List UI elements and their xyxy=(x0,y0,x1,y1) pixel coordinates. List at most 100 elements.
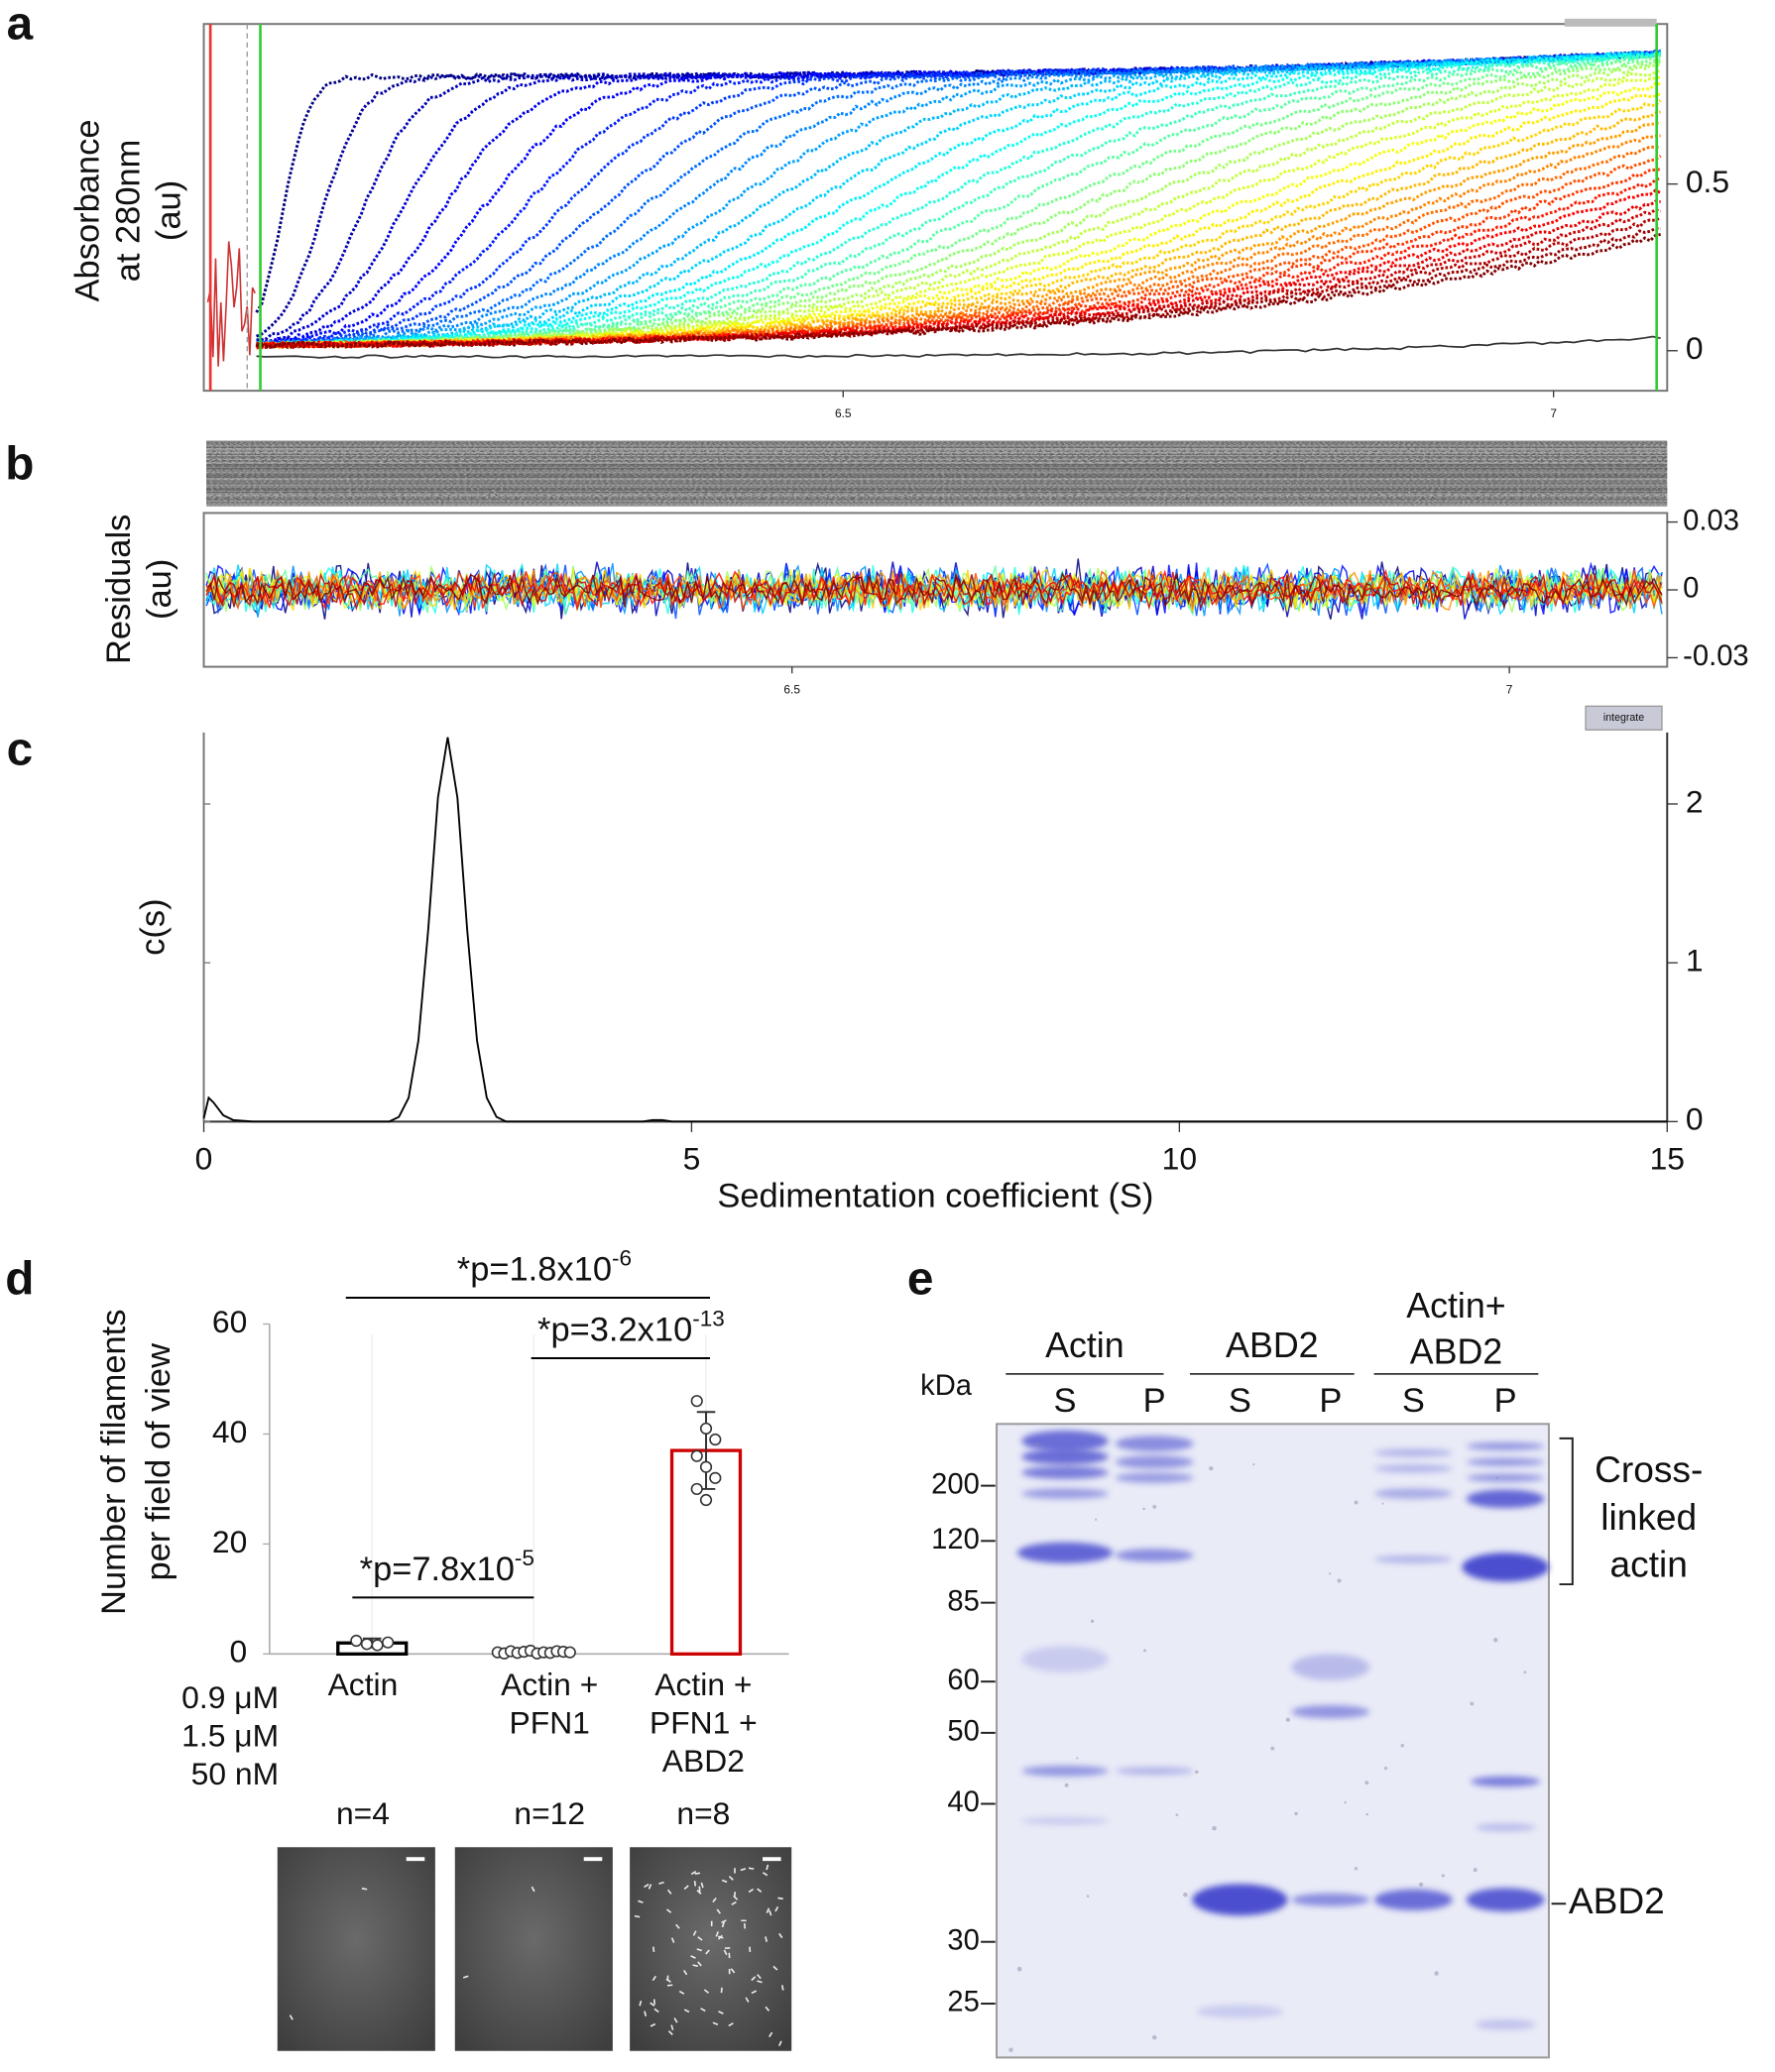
gel-band xyxy=(1116,1472,1194,1483)
lane-group-label: Actin+ xyxy=(1406,1286,1506,1325)
filament xyxy=(693,1965,698,1966)
p-value: *p=7.8x10 xyxy=(360,1551,515,1588)
gel-band xyxy=(1021,1488,1109,1499)
gel-speck xyxy=(1384,1767,1387,1770)
data-point xyxy=(372,1640,383,1651)
x-axis-label: Sedimentation coefficient (S) xyxy=(717,1177,1153,1214)
p-exponent: -6 xyxy=(612,1246,632,1271)
data-point xyxy=(362,1639,373,1650)
y-tick-label: 2 xyxy=(1686,783,1704,819)
y-axis-label: per field of view xyxy=(140,1343,178,1581)
gel-speck xyxy=(1091,1620,1094,1623)
x-tick-label: 6.5 xyxy=(835,406,852,420)
gel-band xyxy=(1021,1431,1109,1451)
gel-speck xyxy=(1176,1813,1179,1816)
gel-band xyxy=(1471,1777,1540,1787)
gel-speck xyxy=(1270,1747,1274,1751)
data-point xyxy=(691,1450,702,1461)
gel-speck xyxy=(1087,1895,1090,1898)
lane-label: S xyxy=(1402,1382,1425,1420)
y-axis-label: Number of filaments xyxy=(95,1310,133,1615)
x-tick-label: 5 xyxy=(683,1141,701,1177)
gel-band xyxy=(1467,1888,1545,1911)
gel-speck xyxy=(1183,1893,1188,1898)
marker-label: 50 xyxy=(947,1716,979,1748)
gel-speck xyxy=(1142,1508,1145,1511)
y-tick-label: 0.5 xyxy=(1686,164,1729,199)
x-tick-label: 6.5 xyxy=(783,683,800,697)
n-label: n=4 xyxy=(336,1795,390,1831)
data-point xyxy=(351,1636,362,1647)
y-tick-label: 40 xyxy=(212,1414,247,1449)
x-tick-label: PFN1 xyxy=(510,1704,590,1740)
gel-speck xyxy=(1095,1519,1097,1521)
gel-band xyxy=(1374,1890,1453,1910)
p-exponent: -13 xyxy=(692,1307,725,1331)
data-point xyxy=(701,1461,712,1472)
gel-band xyxy=(1197,2005,1284,2017)
gel-speck xyxy=(1493,1638,1497,1642)
data-point xyxy=(383,1637,394,1648)
gel-image xyxy=(997,1424,1549,2057)
x-tick-label: Actin + xyxy=(501,1667,598,1702)
panel-letter: d xyxy=(5,1253,34,1306)
lane-group-label: ABD2 xyxy=(1410,1331,1503,1371)
gel-speck xyxy=(1434,1971,1439,1976)
unit-label: kDa xyxy=(920,1370,973,1402)
gel-band xyxy=(1291,1654,1369,1680)
x-tick-label: PFN1 + xyxy=(650,1704,758,1740)
y-tick-label: 60 xyxy=(212,1304,247,1339)
filament xyxy=(695,1881,696,1886)
gel-band xyxy=(1476,2019,1536,2030)
gel-speck xyxy=(1470,1702,1474,1706)
gel-band xyxy=(1021,1646,1109,1672)
data-point xyxy=(701,1495,712,1506)
marker-label: 85 xyxy=(947,1585,979,1617)
lane-label: S xyxy=(1054,1382,1077,1420)
x-tick-label: Actin xyxy=(328,1667,399,1702)
gel-band xyxy=(1374,1488,1453,1499)
gel-speck xyxy=(1355,1867,1358,1870)
y-tick-label: 20 xyxy=(212,1524,247,1559)
p-value: *p=1.8x10 xyxy=(457,1251,612,1289)
gel-band xyxy=(1467,1474,1545,1482)
y-axis-label: at 280nm xyxy=(109,140,147,283)
gel-speck xyxy=(1523,1670,1526,1673)
gel-speck xyxy=(1209,1466,1213,1470)
y-axis-label: Residuals xyxy=(100,515,138,664)
gel-speck xyxy=(1286,1718,1290,1722)
condition-label: 1.5 μM xyxy=(181,1718,279,1754)
x-tick-label: 0 xyxy=(195,1141,213,1177)
condition-label: 50 nM xyxy=(191,1756,279,1791)
filament xyxy=(721,1988,722,1993)
button-label: integrate xyxy=(1603,712,1644,724)
lane-label: S xyxy=(1229,1382,1251,1420)
y-tick-label: -0.03 xyxy=(1683,640,1748,672)
micrograph xyxy=(278,1847,435,2051)
marker-label: 200 xyxy=(931,1468,980,1500)
data-point xyxy=(691,1484,702,1495)
gel-band xyxy=(1116,1455,1194,1468)
panel-letter: a xyxy=(7,0,34,50)
significance-label: *p=7.8x10-5 xyxy=(360,1546,534,1588)
gel-speck xyxy=(1365,1813,1368,1816)
lane-label: P xyxy=(1319,1382,1342,1420)
gel-speck xyxy=(1212,1826,1217,1831)
data-point xyxy=(710,1473,721,1484)
gel-band xyxy=(1476,1823,1536,1831)
band-annotation: Cross- xyxy=(1595,1448,1703,1490)
data-point xyxy=(710,1435,721,1445)
y-tick-label: 0 xyxy=(1683,573,1699,605)
y-axis-label: Absorbance xyxy=(68,119,106,301)
band-annotation: actin xyxy=(1610,1544,1688,1585)
gel-speck xyxy=(1065,1784,1069,1787)
gel-speck xyxy=(1152,2035,1157,2040)
micrograph xyxy=(455,1847,613,2051)
p-value: *p=3.2x10 xyxy=(537,1312,692,1349)
gel-speck xyxy=(1401,1744,1404,1747)
lane-label: P xyxy=(1143,1382,1166,1420)
x-tick-label: Actin + xyxy=(654,1667,752,1702)
marker-label: 60 xyxy=(947,1665,979,1696)
gel-speck xyxy=(1195,1771,1198,1774)
